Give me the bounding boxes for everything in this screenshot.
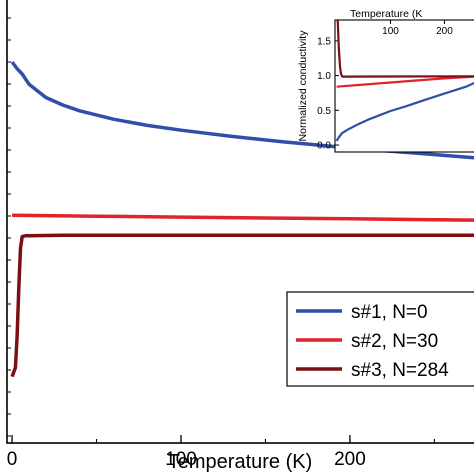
main-x-tick-label-200: 200 [334,449,366,470]
inset-plot-frame [334,19,474,153]
inset-series-line-3 [336,19,474,78]
inset-y-axis-title: Normalized conductivity [297,30,309,142]
inset-series-line-2 [336,75,474,88]
inset-series-lines [335,19,474,142]
inset-ticks: 0.0 0.5 1.0 1.5 100 200 [317,20,453,152]
main-series-line-2 [12,213,474,222]
inset-chart: 0.0 0.5 1.0 1.5 100 200 Temperature (K Normal… [297,8,474,153]
main-x-axis-title: Temperature (K) [168,451,313,473]
main-plot-frame [6,0,474,444]
legend: s#1, N=0 s#2, N=30 s#3, N=284 [286,291,474,387]
main-series-lines [10,60,474,378]
inset-y-tick-label-1.0: 1.0 [317,71,331,82]
main-x-tick-label-0: 0 [7,449,18,470]
main-x-ticks: 0 100 200 [7,17,435,470]
main-x-tick-label-100: 100 [165,449,197,470]
inset-x-tick-label-200: 200 [436,26,453,37]
legend-label-s1: s#1, N=0 [351,302,428,323]
inset-x-tick-label-100: 100 [382,26,399,37]
inset-y-tick-label-0.0: 0.0 [317,141,331,152]
legend-label-s3: s#3, N=284 [351,360,449,381]
inset-series-line-1 [335,81,474,142]
legend-label-s2: s#2, N=30 [351,331,438,352]
inset-y-tick-label-0.5: 0.5 [317,106,331,117]
main-series-line-3 [10,233,474,378]
inset-x-axis-title: Temperature (K [350,8,422,20]
main-series-line-1 [10,60,474,160]
inset-y-tick-label-1.5: 1.5 [317,36,331,47]
